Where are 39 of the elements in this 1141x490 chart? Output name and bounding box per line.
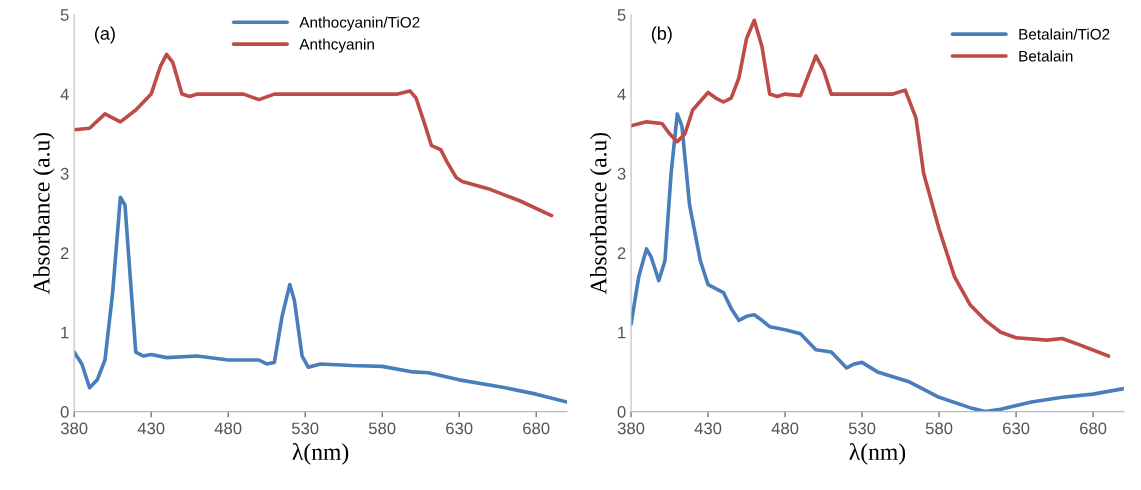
y-tick-label: 2	[60, 247, 69, 259]
x-tick-label: 430	[694, 422, 722, 435]
x-tick-label: 630	[1003, 422, 1030, 435]
x-axis-title: λ(nm)	[849, 443, 906, 465]
x-tick-label: 580	[368, 422, 396, 435]
x-tick-label: 480	[771, 422, 799, 435]
x-tick-label: 680	[523, 422, 550, 435]
x-tick-label: 580	[925, 422, 953, 435]
line-series	[74, 52, 554, 218]
line-series	[631, 18, 1111, 358]
x-tick-label: 530	[291, 422, 319, 435]
x-tick-label: 380	[617, 422, 645, 435]
legend-label: Anthcyanin	[299, 38, 374, 53]
annotation: (a)	[95, 26, 115, 44]
legend-label: Betalain	[1019, 50, 1073, 62]
y-tick-label: 1	[618, 326, 626, 339]
x-axis-title: λ(nm)	[292, 443, 349, 465]
x-tick-label: 530	[848, 422, 876, 435]
y-tick-label: 0	[617, 406, 626, 418]
y-axis-title: Absorbance (a.u)	[589, 132, 612, 295]
y-tick-label: 5	[60, 9, 69, 21]
line-series	[74, 195, 567, 404]
x-tick-label: 630	[446, 422, 473, 435]
y-tick-label: 3	[60, 167, 69, 180]
annotation: (b)	[651, 26, 672, 44]
y-tick-label: 4	[60, 88, 69, 101]
y-tick-label: 1	[61, 326, 69, 339]
y-tick-label: 2	[617, 247, 626, 259]
x-tick-label: 480	[214, 422, 242, 435]
legend-label: Anthocyanin/TiO2	[299, 16, 420, 31]
y-tick-label: 3	[617, 167, 626, 180]
x-tick-label: 430	[137, 422, 165, 435]
y-axis-title: Absorbance (a.u)	[33, 132, 55, 295]
y-tick-label: 5	[617, 9, 626, 21]
y-tick-label: 4	[617, 88, 626, 101]
x-tick-label: 380	[60, 422, 88, 435]
y-tick-label: 0	[60, 406, 69, 418]
x-tick-label: 680	[1080, 422, 1107, 435]
legend-label: Betalain/TiO2	[1019, 28, 1110, 40]
